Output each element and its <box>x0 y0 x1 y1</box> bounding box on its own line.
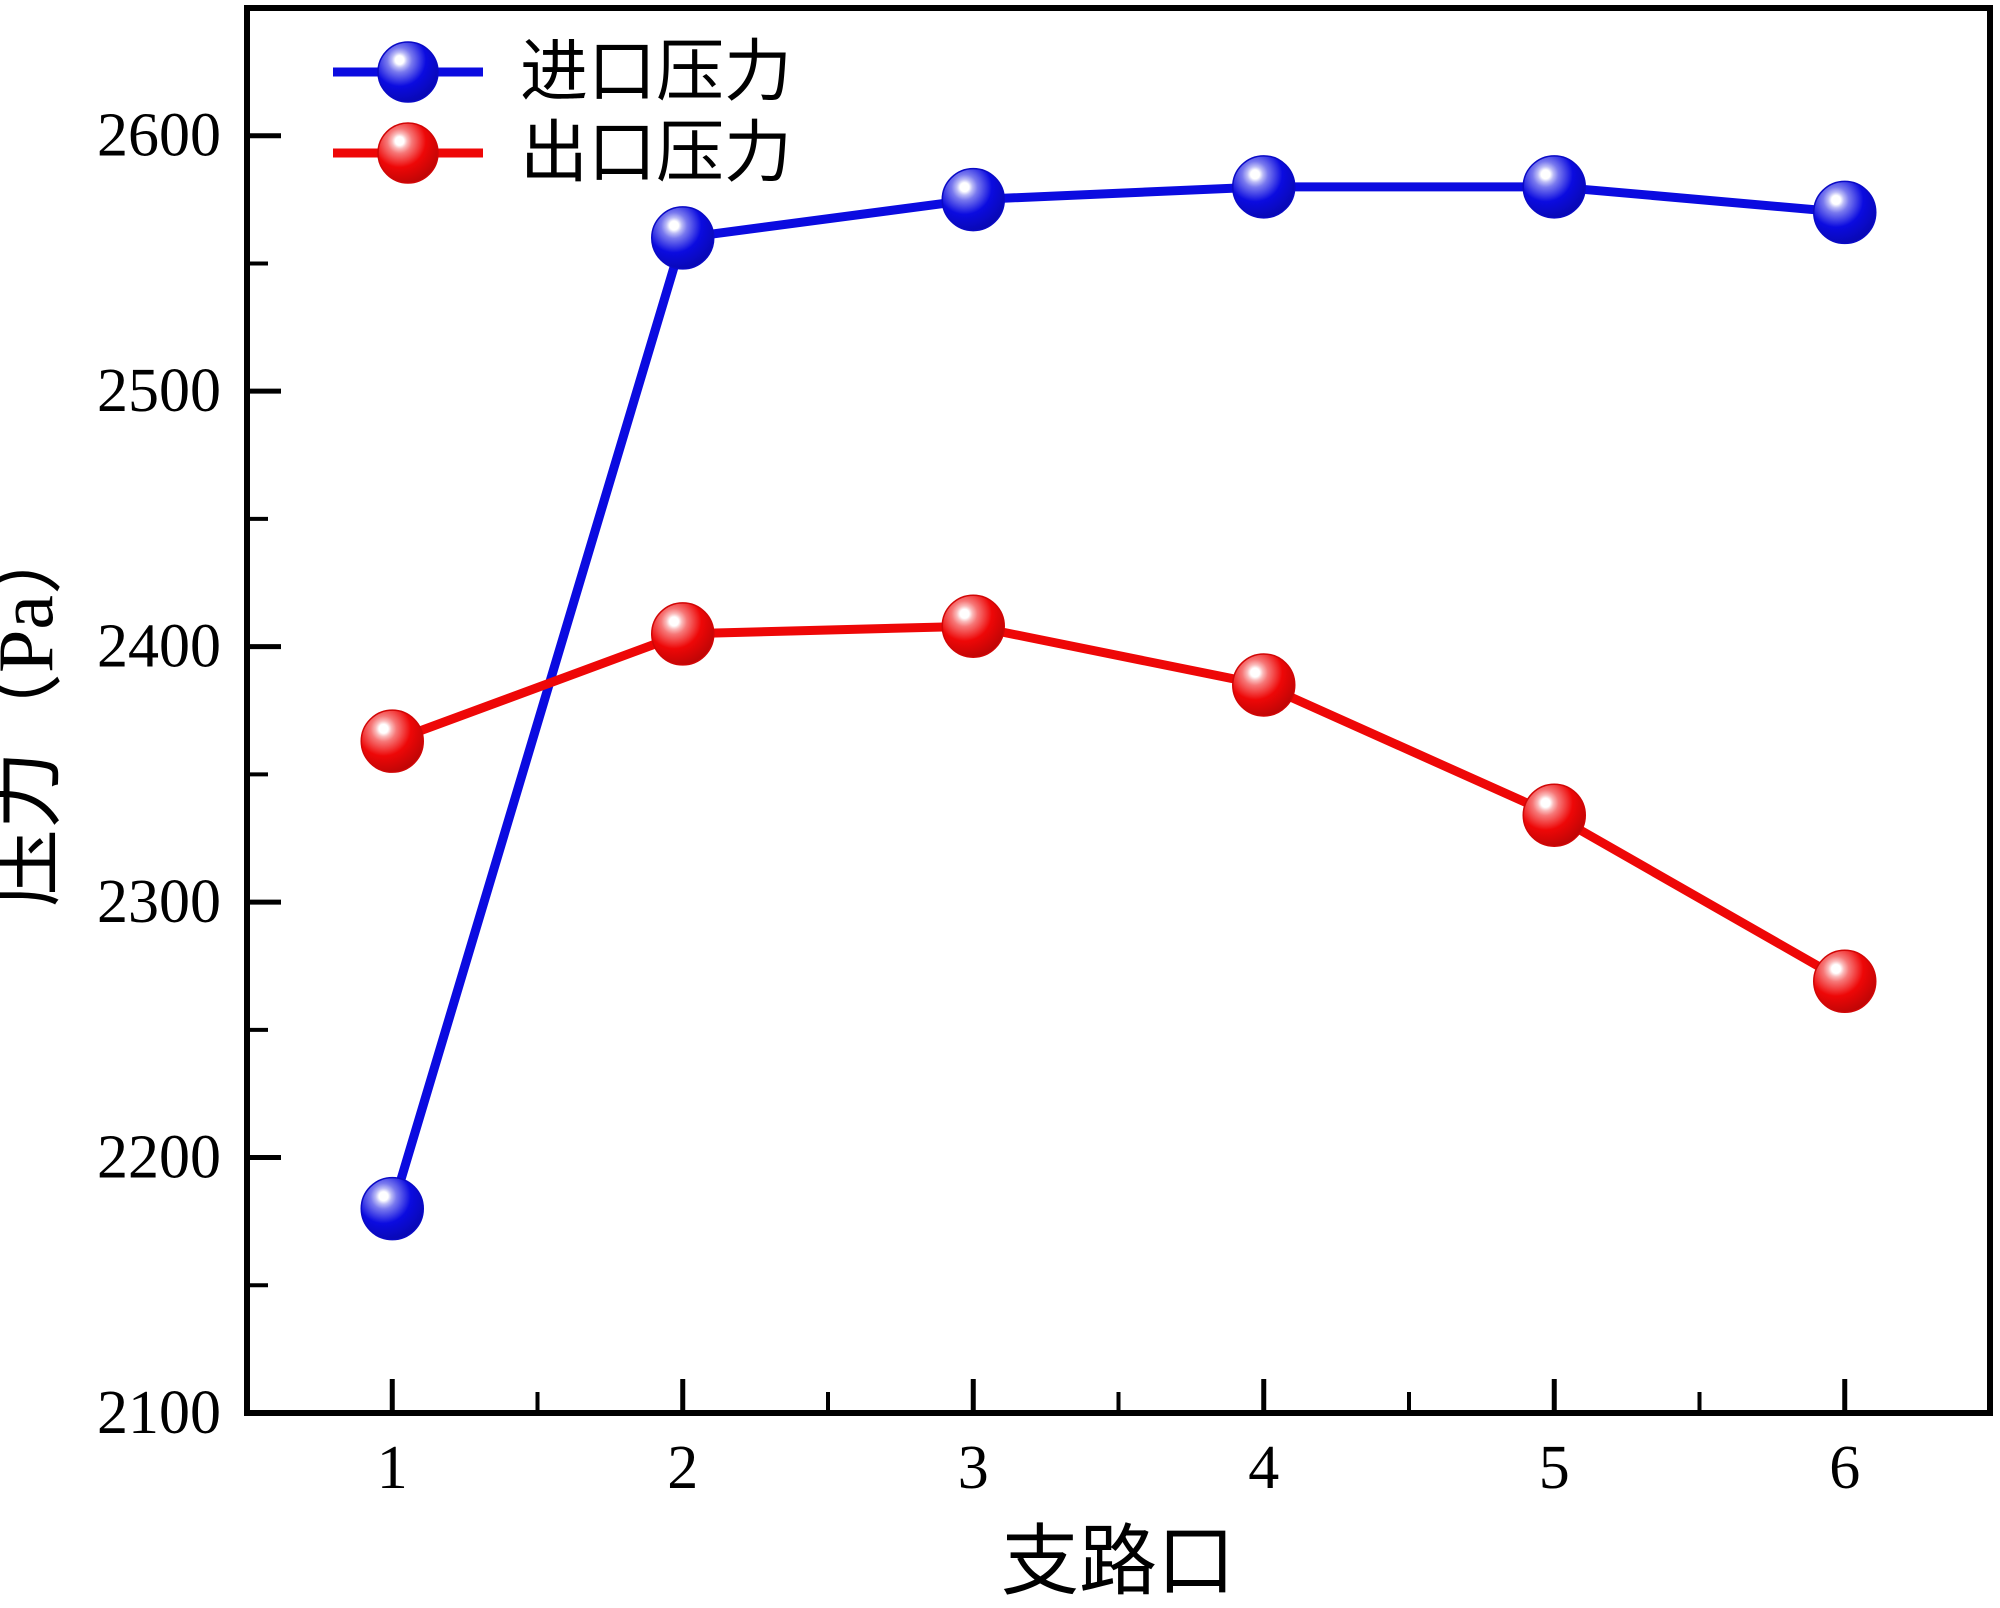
inlet-marker-x5 <box>1522 155 1586 219</box>
inlet-series-line <box>387 182 1846 1210</box>
x-tick-label-4: 4 <box>1248 1434 1279 1502</box>
x-tick-label-2: 2 <box>667 1434 698 1502</box>
y-tick-label-2600: 2600 <box>97 102 221 170</box>
y-tick-label-2100: 2100 <box>97 1379 221 1447</box>
inlet-marker-x2 <box>651 206 715 270</box>
legend-item-inlet: 进口压力 <box>333 34 792 110</box>
x-tick-label-6: 6 <box>1829 1434 1860 1502</box>
outlet-marker-x6 <box>1813 949 1877 1014</box>
outlet-legend-marker <box>377 122 439 184</box>
inlet-legend-label: 进口压力 <box>520 34 792 110</box>
outlet-marker-x2 <box>651 602 715 666</box>
inlet-marker-x4 <box>1232 155 1296 219</box>
x-axis-label: 支路口 <box>1001 1518 1235 1605</box>
x-tick-label-3: 3 <box>958 1434 989 1502</box>
legend-item-outlet: 出口压力 <box>333 115 792 191</box>
outlet-series-line <box>390 621 1847 986</box>
y-tick-label-2300: 2300 <box>97 868 221 936</box>
outlet-marker-x3 <box>941 594 1005 658</box>
x-tick-label-1: 1 <box>377 1434 408 1502</box>
y-tick-label-2400: 2400 <box>97 613 221 681</box>
y-axis-label: 压力（Pa） <box>0 517 69 907</box>
outlet-legend-label: 出口压力 <box>520 115 792 191</box>
inlet-marker-x6 <box>1813 180 1877 245</box>
outlet-marker-x5 <box>1522 783 1586 847</box>
inlet-legend-marker <box>377 41 439 103</box>
outlet-marker-x4 <box>1232 653 1296 717</box>
y-tick-label-2500: 2500 <box>97 357 221 425</box>
outlet-marker-x1 <box>360 709 424 773</box>
plot-border <box>244 5 1993 1416</box>
x-tick-label-5: 5 <box>1539 1434 1570 1502</box>
inlet-marker-x1 <box>360 1176 424 1241</box>
y-tick-label-2200: 2200 <box>97 1124 221 1192</box>
inlet-marker-x3 <box>941 167 1005 232</box>
